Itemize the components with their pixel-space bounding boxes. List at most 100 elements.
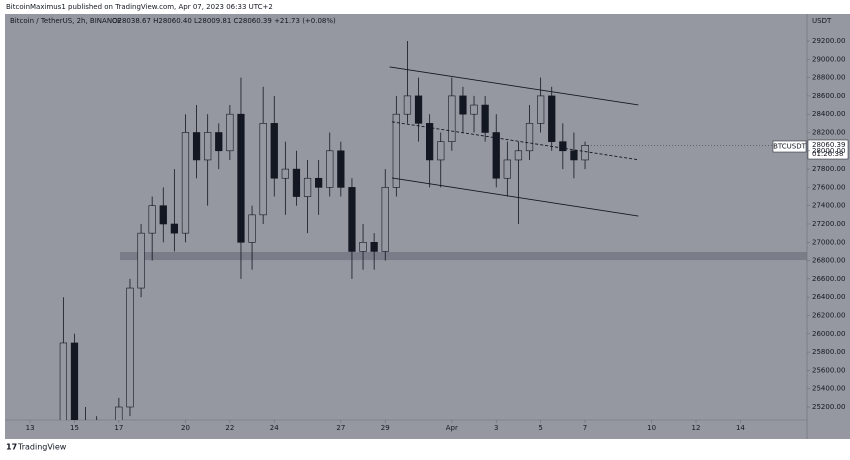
y-tick-label: 25800.00	[812, 348, 845, 356]
candle-body	[148, 205, 156, 234]
y-tick-label: 25600.00	[812, 366, 845, 374]
x-tick-label: 29	[381, 424, 390, 432]
candle-body	[181, 132, 190, 234]
candle-body	[392, 113, 400, 188]
y-tick-label: 25200.00	[812, 403, 845, 411]
currency: USDT	[812, 17, 832, 25]
y-tick-label: 29200.00	[812, 37, 845, 45]
y-tick-label: 26200.00	[812, 312, 845, 320]
y-tick-label: 27200.00	[812, 220, 845, 228]
candle-body	[59, 342, 68, 420]
candle-body	[259, 123, 267, 216]
y-tick-label: 28200.00	[812, 128, 845, 136]
y-tick-label: 27600.00	[812, 183, 845, 191]
channel-line	[389, 66, 639, 106]
candle-body	[459, 95, 467, 115]
candle-body	[170, 223, 178, 234]
x-tick-label: 10	[647, 424, 656, 432]
candle-body	[248, 214, 256, 243]
channel-line	[391, 121, 639, 161]
y-tick-label: 26000.00	[812, 330, 845, 338]
x-tick-label: 22	[225, 424, 234, 432]
candle-body	[492, 132, 500, 179]
y-tick-label: 29000.00	[812, 55, 845, 63]
chart-background	[5, 14, 850, 439]
y-tick-label: 27400.00	[812, 202, 845, 210]
y-tick-label: 28400.00	[812, 110, 845, 118]
candle-body	[315, 177, 323, 188]
candle-body	[348, 187, 356, 252]
x-tick-label: 20	[181, 424, 190, 432]
x-tick-label: 27	[336, 424, 345, 432]
candle-body	[359, 242, 367, 252]
credit: BitcoinMaximus1 published on TradingView…	[6, 3, 273, 11]
candle-body	[403, 95, 412, 115]
y-tick-label: 25400.00	[812, 385, 845, 393]
candle-body	[204, 132, 212, 161]
candle-body	[70, 342, 79, 420]
candle-body	[448, 95, 456, 142]
candle-body	[481, 104, 489, 133]
x-tick-label: 7	[583, 424, 587, 432]
x-tick-label: 3	[494, 424, 498, 432]
y-tick-label: 28000.00	[812, 147, 845, 155]
y-tick-label: 27000.00	[812, 238, 845, 246]
countdown: 01:26:38	[812, 150, 843, 158]
candle-body	[115, 406, 123, 420]
y-tick-label: 27800.00	[812, 165, 845, 173]
x-tick-label: 17	[114, 424, 123, 432]
last-price-box	[807, 139, 849, 160]
candle-body	[215, 132, 223, 152]
candle-body	[226, 113, 234, 152]
candle-body	[192, 132, 201, 161]
symbol-tag: BTCUSDT	[773, 143, 807, 151]
channel-line	[391, 177, 639, 217]
y-tick-label: 28800.00	[812, 74, 845, 82]
candle-body	[270, 123, 278, 179]
y-tick-label: 26600.00	[812, 275, 845, 283]
candle-body	[370, 242, 378, 252]
symbol-tag-box	[772, 140, 807, 153]
last-price: 28060.39	[812, 141, 845, 149]
candle-body	[536, 95, 545, 124]
x-tick-label: 5	[538, 424, 542, 432]
x-tick-label: 14	[736, 424, 745, 432]
candle-body	[303, 177, 312, 197]
x-tick-label: 13	[26, 424, 35, 432]
symbol-title: Bitcoin / TetherUS, 2h, BINANCE	[10, 17, 121, 25]
plot	[59, 40, 807, 453]
ohlc-legend: O28038.67 H28060.40 L28009.81 C28060.39 …	[112, 17, 336, 25]
candle-body	[559, 141, 567, 152]
candle-body	[470, 104, 478, 115]
candle-body	[437, 141, 445, 161]
candle-body	[570, 150, 578, 161]
candle-body	[581, 145, 589, 161]
y-tick-label: 28600.00	[812, 92, 845, 100]
candle-body	[503, 159, 511, 179]
candle-body	[337, 150, 345, 188]
candle-body	[292, 168, 301, 197]
support-zone	[119, 252, 807, 261]
candle-body	[159, 205, 167, 225]
candle-body	[525, 123, 534, 152]
candle-body	[137, 232, 145, 289]
y-tick-label: 26400.00	[812, 293, 845, 301]
y-tick-label: 26800.00	[812, 257, 845, 265]
footer-brand: TradingView	[17, 443, 67, 452]
footer-logo: 17	[6, 443, 17, 452]
candle-body	[93, 444, 100, 453]
candle-body	[126, 287, 134, 408]
candle-body	[514, 150, 523, 161]
candle-body	[237, 113, 245, 243]
candle-body	[414, 95, 423, 124]
candle-body	[281, 168, 289, 179]
candle-body	[326, 150, 334, 188]
x-tick-label: 15	[70, 424, 79, 432]
candle-body	[548, 95, 556, 142]
candle-body	[426, 123, 434, 161]
x-tick-label: 12	[692, 424, 701, 432]
x-tick-label: 24	[270, 424, 279, 432]
x-tick-label: Apr	[446, 424, 458, 432]
candle-body	[381, 187, 389, 252]
